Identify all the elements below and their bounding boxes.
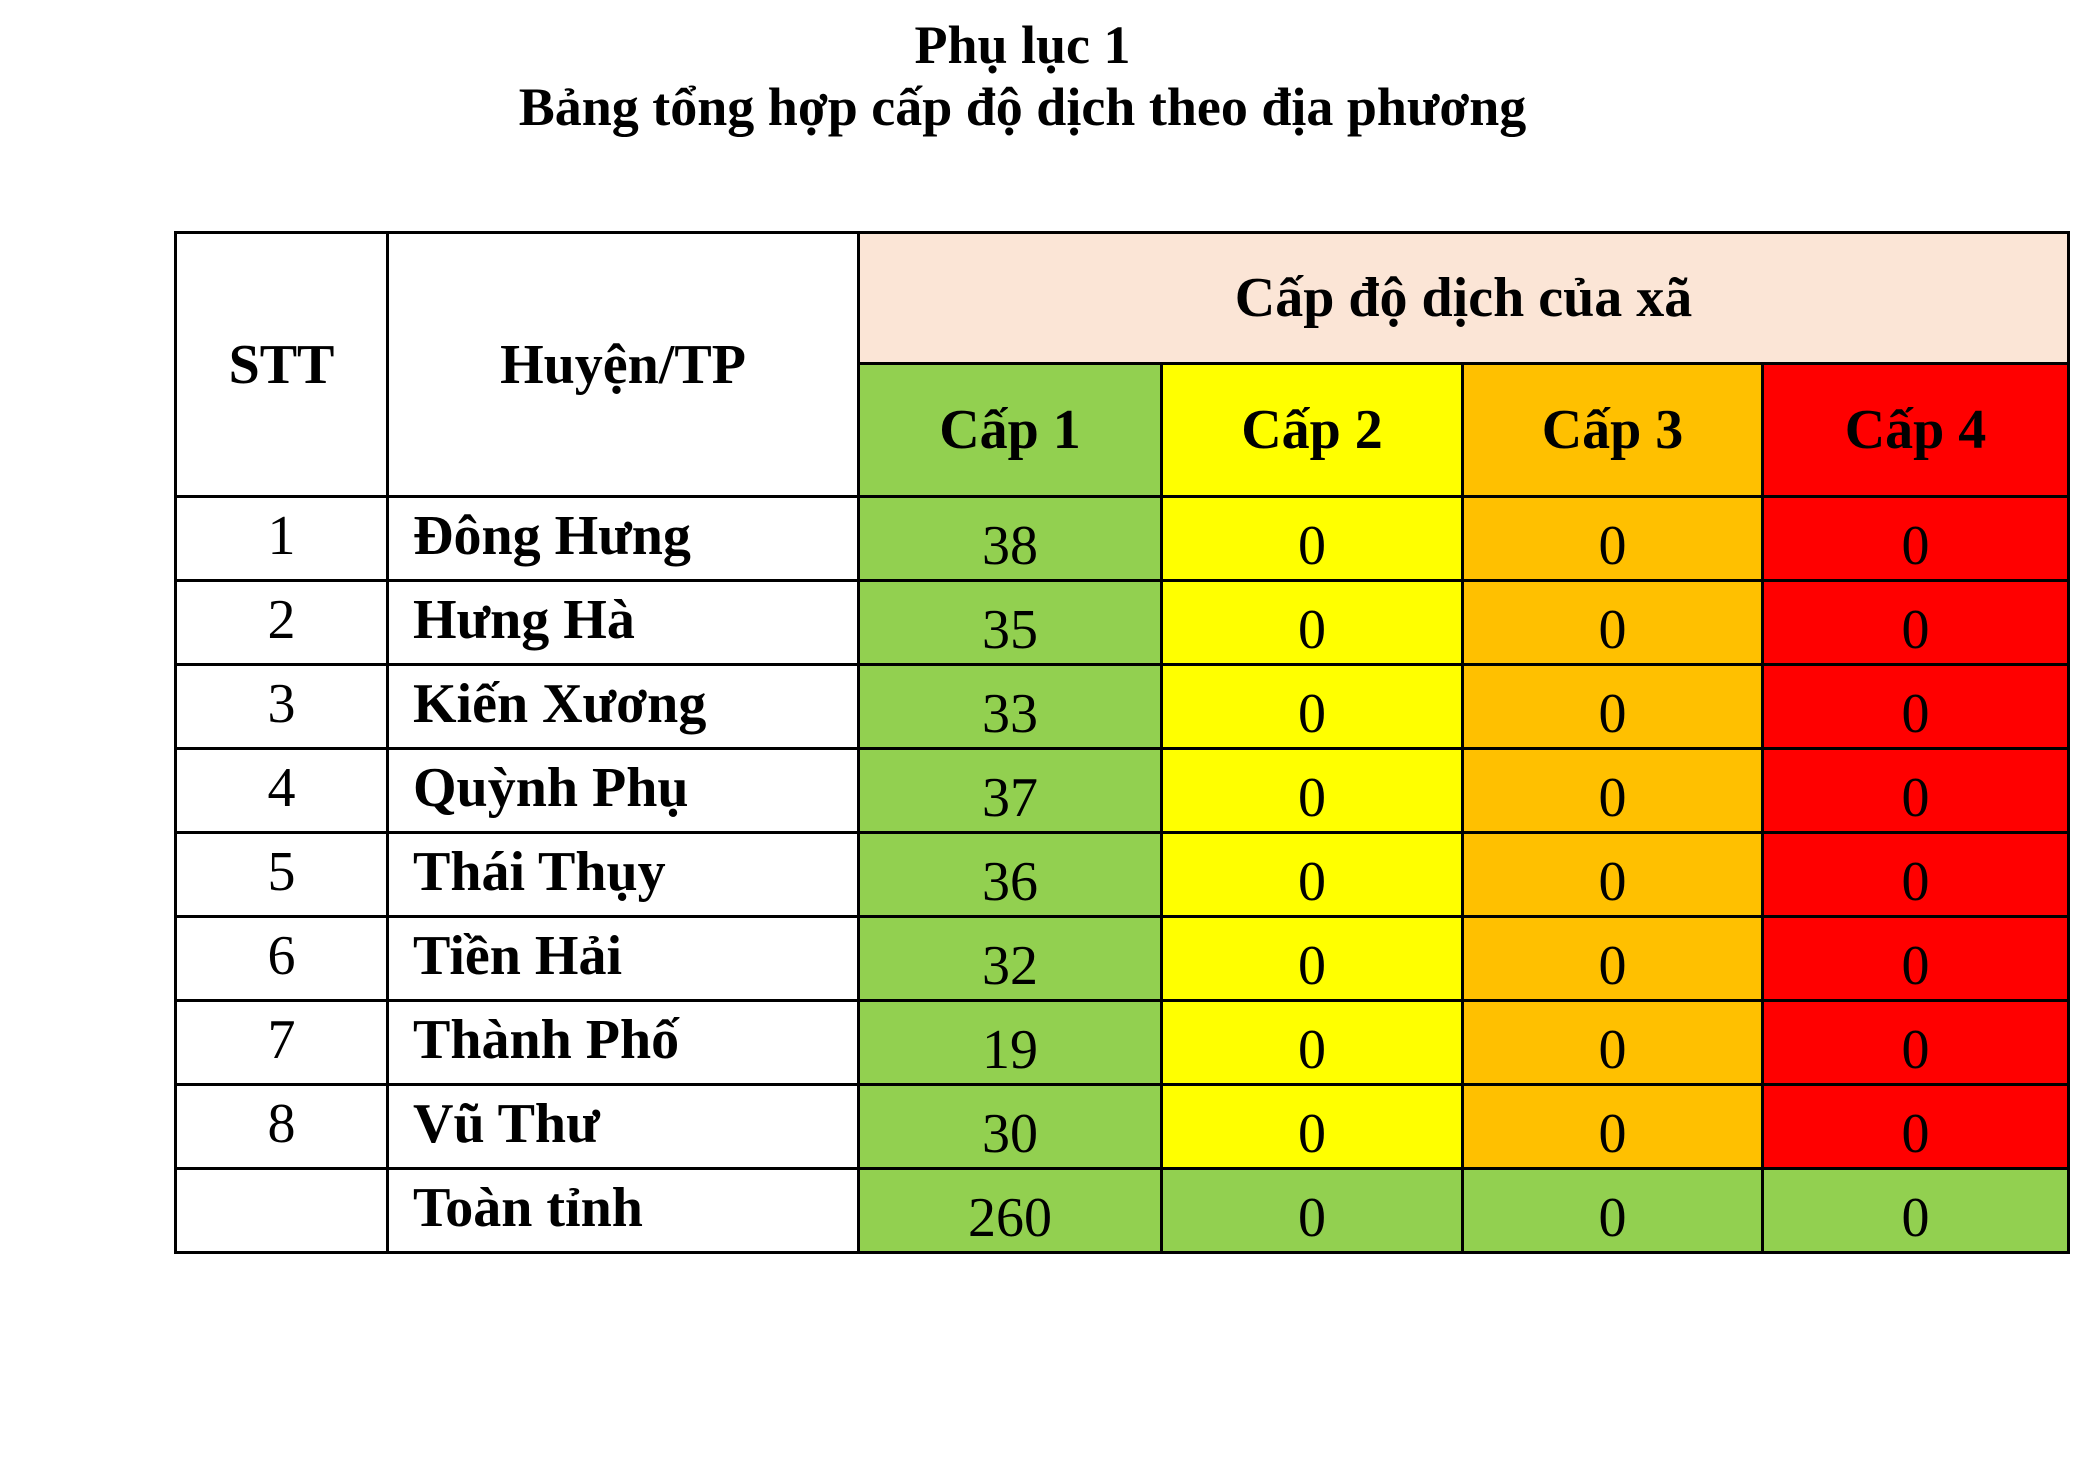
level-1-count: 38 [857, 495, 1163, 582]
level-3-count: 0 [1461, 1167, 1764, 1254]
level-2-count: 0 [1160, 579, 1464, 666]
level-3-count: 0 [1461, 915, 1764, 1002]
level-2-count: 0 [1160, 1083, 1464, 1170]
level-2-count: 0 [1160, 1167, 1464, 1254]
title-line2: Bảng tổng hợp cấp độ dịch theo địa phươn… [518, 77, 1527, 137]
level-4-count: 0 [1761, 747, 2070, 834]
district-name: Vũ Thư [386, 1083, 860, 1170]
table-row: 7 Thành Phố 19 0 0 0 [174, 999, 2070, 1086]
epidemic-level-table: STT Huyện/TP Cấp độ dịch của xã Cấp 1 Cấ… [174, 231, 2070, 1254]
row-index: 6 [174, 915, 389, 1002]
district-name: Toàn tỉnh [386, 1167, 860, 1254]
level-3-count: 0 [1461, 495, 1764, 582]
level-1-count: 35 [857, 579, 1163, 666]
col-header-stt: STT [174, 231, 389, 498]
col-header-level-group: Cấp độ dịch của xã [857, 231, 2070, 365]
document-title: Phụ lục 1 Bảng tổng hợp cấp độ dịch theo… [0, 14, 2045, 138]
col-header-level-1: Cấp 1 [857, 362, 1163, 498]
level-1-count: 260 [857, 1167, 1163, 1254]
row-index: 2 [174, 579, 389, 666]
row-index: 1 [174, 495, 389, 582]
level-2-count: 0 [1160, 495, 1464, 582]
level-4-count: 0 [1761, 663, 2070, 750]
row-index: 7 [174, 999, 389, 1086]
district-name: Kiến Xương [386, 663, 860, 750]
level-2-count: 0 [1160, 915, 1464, 1002]
table-row: 5 Thái Thụy 36 0 0 0 [174, 831, 2070, 918]
district-name: Quỳnh Phụ [386, 747, 860, 834]
row-index: 3 [174, 663, 389, 750]
table-row: 3 Kiến Xương 33 0 0 0 [174, 663, 2070, 750]
level-1-count: 33 [857, 663, 1163, 750]
level-3-count: 0 [1461, 831, 1764, 918]
header-row-levels: Cấp 1 Cấp 2 Cấp 3 Cấp 4 [176, 362, 2070, 498]
level-1-count: 37 [857, 747, 1163, 834]
level-1-count: 19 [857, 999, 1163, 1086]
district-name: Tiền Hải [386, 915, 860, 1002]
level-4-count: 0 [1761, 1167, 2070, 1254]
level-1-count: 32 [857, 915, 1163, 1002]
level-3-count: 0 [1461, 1083, 1764, 1170]
table-body: 1 Đông Hưng 38 0 0 0 2 Hưng Hà 35 0 0 0 3 Kiến Xương 3… [174, 495, 2070, 1254]
level-4-count: 0 [1761, 579, 2070, 666]
level-4-count: 0 [1761, 495, 2070, 582]
row-index: 5 [174, 831, 389, 918]
district-name: Đông Hưng [386, 495, 860, 582]
level-3-count: 0 [1461, 999, 1764, 1086]
table-row: 4 Quỳnh Phụ 37 0 0 0 [174, 747, 2070, 834]
level-2-count: 0 [1160, 663, 1464, 750]
row-index: 4 [174, 747, 389, 834]
col-header-level-3: Cấp 3 [1461, 362, 1764, 498]
col-header-level-4: Cấp 4 [1761, 362, 2070, 498]
level-4-count: 0 [1761, 915, 2070, 1002]
table-row: 1 Đông Hưng 38 0 0 0 [174, 495, 2070, 582]
table-row: 2 Hưng Hà 35 0 0 0 [174, 579, 2070, 666]
header-row-group: STT Huyện/TP Cấp độ dịch của xã [174, 231, 2070, 498]
level-1-count: 36 [857, 831, 1163, 918]
col-header-district: Huyện/TP [386, 231, 860, 498]
row-index [174, 1167, 389, 1254]
level-3-count: 0 [1461, 747, 1764, 834]
district-name: Thái Thụy [386, 831, 860, 918]
level-3-count: 0 [1461, 579, 1764, 666]
district-name: Thành Phố [386, 999, 860, 1086]
table-row-total: Toàn tỉnh 260 0 0 0 [174, 1167, 2070, 1254]
level-2-count: 0 [1160, 831, 1464, 918]
level-4-count: 0 [1761, 831, 2070, 918]
level-3-count: 0 [1461, 663, 1764, 750]
table-row: 6 Tiền Hải 32 0 0 0 [174, 915, 2070, 1002]
level-2-count: 0 [1160, 747, 1464, 834]
row-index: 8 [174, 1083, 389, 1170]
level-4-count: 0 [1761, 1083, 2070, 1170]
level-2-count: 0 [1160, 999, 1464, 1086]
level-1-count: 30 [857, 1083, 1163, 1170]
col-header-level-2: Cấp 2 [1160, 362, 1464, 498]
table-row: 8 Vũ Thư 30 0 0 0 [174, 1083, 2070, 1170]
district-name: Hưng Hà [386, 579, 860, 666]
level-4-count: 0 [1761, 999, 2070, 1086]
title-line1: Phụ lục 1 [914, 15, 1131, 75]
